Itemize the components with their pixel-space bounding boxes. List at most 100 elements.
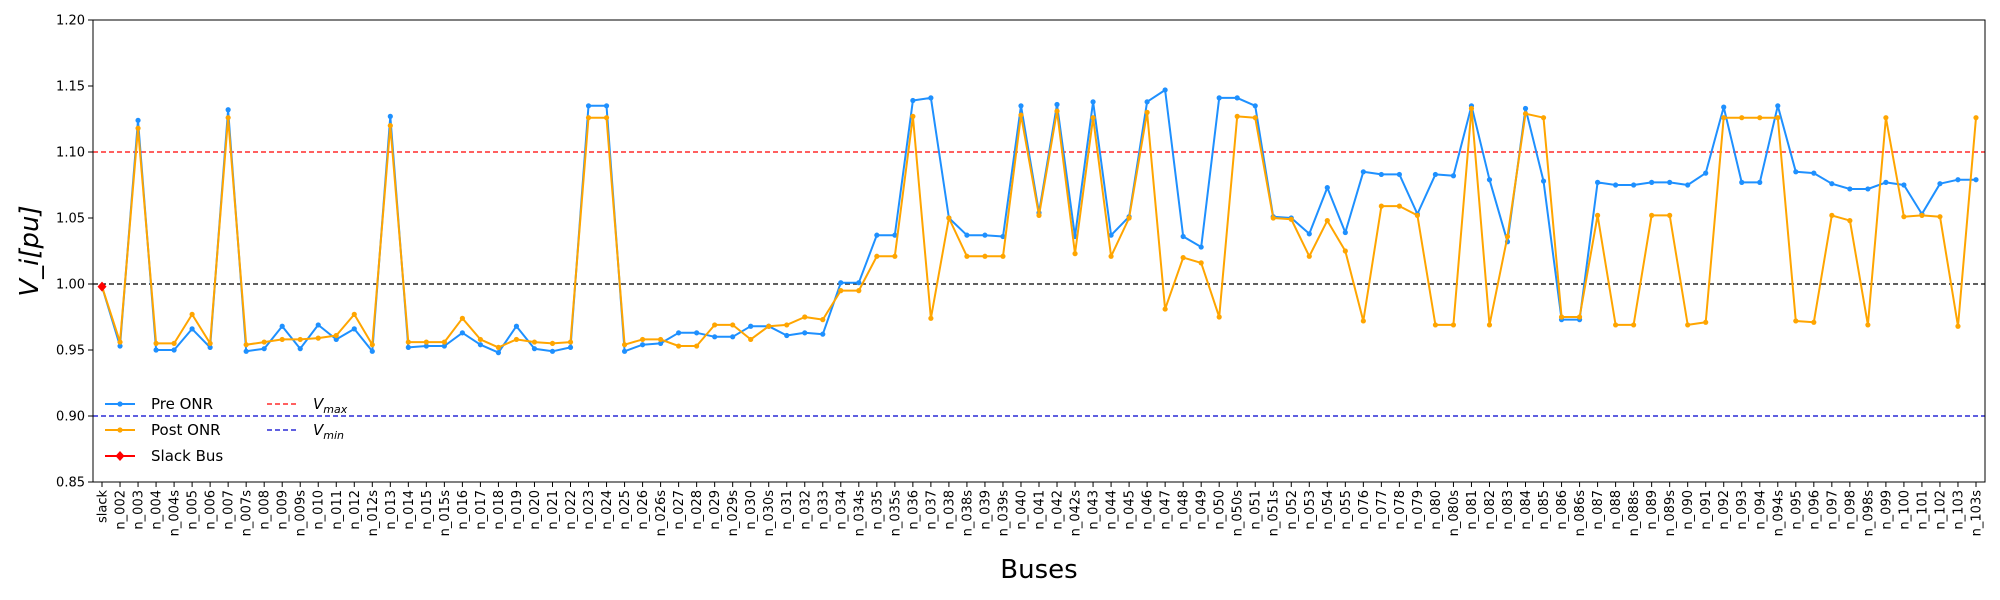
- data-point-post-onr: [171, 340, 177, 346]
- y-axis-title: V_i[pu]: [15, 205, 45, 296]
- x-tick-label: n_003: [132, 490, 147, 530]
- data-point-pre-onr: [1234, 95, 1240, 101]
- x-tick-label: n_093: [1735, 490, 1750, 530]
- data-point-pre-onr: [1360, 169, 1366, 175]
- data-point-post-onr: [676, 343, 682, 349]
- data-point-post-onr: [1396, 203, 1402, 209]
- data-point-pre-onr: [567, 344, 574, 350]
- data-point-pre-onr: [1522, 105, 1529, 112]
- data-point-post-onr: [1486, 322, 1493, 328]
- data-point-pre-onr: [658, 340, 664, 346]
- x-tick-label: n_086s: [1573, 490, 1588, 537]
- data-point-pre-onr: [1378, 171, 1384, 178]
- data-point-pre-onr: [171, 347, 177, 353]
- x-tick-label: n_050s: [1231, 490, 1246, 537]
- x-tick-label: n_041: [1033, 490, 1048, 530]
- data-point-post-onr: [1703, 319, 1709, 325]
- data-point-post-onr: [1613, 322, 1619, 328]
- x-tick-label: n_087: [1591, 490, 1606, 530]
- y-tick-label: 1.15: [56, 80, 85, 95]
- data-point-pre-onr: [1018, 103, 1024, 109]
- x-tick-label: n_021: [546, 490, 561, 530]
- data-point-post-onr: [784, 322, 790, 328]
- data-point-pre-onr: [1775, 103, 1781, 109]
- data-point-pre-onr: [279, 323, 285, 329]
- data-point-post-onr: [387, 123, 393, 129]
- x-tick-label: n_091: [1699, 490, 1714, 530]
- data-point-pre-onr: [333, 336, 339, 343]
- x-tick-label: n_055: [1339, 490, 1354, 530]
- data-point-post-onr: [423, 339, 429, 345]
- data-point-pre-onr: [441, 343, 447, 349]
- data-point-post-onr: [1000, 253, 1006, 259]
- data-point-post-onr: [477, 336, 484, 343]
- x-tick-label: n_086: [1555, 490, 1570, 530]
- data-point-pre-onr: [1649, 179, 1655, 185]
- x-tick-label: n_031: [780, 490, 795, 530]
- x-tick-label: n_029s: [726, 490, 741, 537]
- data-point-pre-onr: [243, 348, 249, 354]
- x-tick-label: n_080: [1429, 490, 1444, 530]
- data-point-post-onr: [1667, 212, 1673, 218]
- x-tick-label: n_103s: [1969, 490, 1984, 537]
- x-tick-label: n_026: [636, 490, 651, 530]
- series-line-post-onr: [101, 107, 1977, 349]
- data-point-post-onr: [820, 317, 826, 323]
- x-tick-label: n_042: [1051, 490, 1066, 530]
- data-point-post-onr: [1865, 322, 1871, 328]
- data-point-post-onr: [748, 336, 754, 343]
- data-point-post-onr: [874, 253, 880, 259]
- data-point-post-onr: [1721, 115, 1727, 121]
- data-point-post-onr: [1252, 115, 1258, 121]
- data-point-post-onr: [1054, 108, 1060, 114]
- data-point-post-onr: [1036, 212, 1042, 218]
- data-point-post-onr: [1594, 212, 1601, 218]
- data-point-post-onr: [1288, 216, 1294, 222]
- data-point-post-onr: [1144, 109, 1150, 115]
- data-point-pre-onr: [694, 330, 700, 336]
- data-point-post-onr: [279, 336, 285, 343]
- data-point-post-onr: [1090, 115, 1096, 121]
- data-point-post-onr: [189, 311, 195, 317]
- x-tick-label: n_013: [384, 490, 399, 530]
- x-tick-label: n_054: [1321, 490, 1336, 530]
- x-tick-label: n_023: [582, 490, 597, 530]
- data-point-pre-onr: [1432, 171, 1439, 178]
- data-point-post-onr: [1829, 212, 1835, 218]
- x-tick-label: n_080s: [1447, 490, 1462, 537]
- data-point-post-onr: [1811, 319, 1817, 325]
- data-point-pre-onr: [1631, 182, 1637, 188]
- x-tick-label: n_039: [978, 490, 993, 530]
- x-tick-label: n_090: [1681, 490, 1696, 530]
- data-point-pre-onr: [892, 232, 898, 238]
- data-point-post-onr: [513, 336, 520, 343]
- data-point-post-onr: [1342, 248, 1348, 254]
- x-tick-label: n_010: [312, 490, 327, 530]
- data-point-pre-onr: [315, 322, 321, 328]
- data-point-post-onr: [351, 311, 357, 317]
- data-point-pre-onr: [1703, 170, 1709, 176]
- data-point-post-onr: [1072, 251, 1078, 257]
- legend-label-pre-onr: Pre ONR: [151, 395, 213, 413]
- data-point-post-onr: [730, 322, 736, 328]
- data-point-post-onr: [1757, 115, 1763, 121]
- data-point-pre-onr: [1396, 171, 1402, 178]
- data-point-post-onr: [1883, 115, 1889, 121]
- x-tick-label: n_006: [204, 490, 219, 530]
- data-point-post-onr: [1739, 115, 1745, 121]
- data-point-pre-onr: [495, 350, 502, 356]
- x-tick-label: n_048: [1177, 490, 1192, 530]
- x-tick-label: n_081: [1465, 490, 1480, 530]
- x-tick-label: n_022: [564, 490, 579, 530]
- data-point-pre-onr: [153, 347, 159, 353]
- data-point-pre-onr: [1144, 99, 1150, 105]
- data-point-pre-onr: [1973, 177, 1979, 183]
- data-point-pre-onr: [603, 103, 610, 109]
- data-point-post-onr: [549, 340, 556, 346]
- data-point-post-onr: [603, 115, 610, 121]
- x-tick-label: n_097: [1825, 490, 1840, 530]
- data-point-post-onr: [117, 339, 123, 345]
- x-tick-label: slack: [96, 490, 111, 523]
- data-point-pre-onr: [748, 323, 754, 329]
- x-tick-label: n_019: [510, 490, 525, 530]
